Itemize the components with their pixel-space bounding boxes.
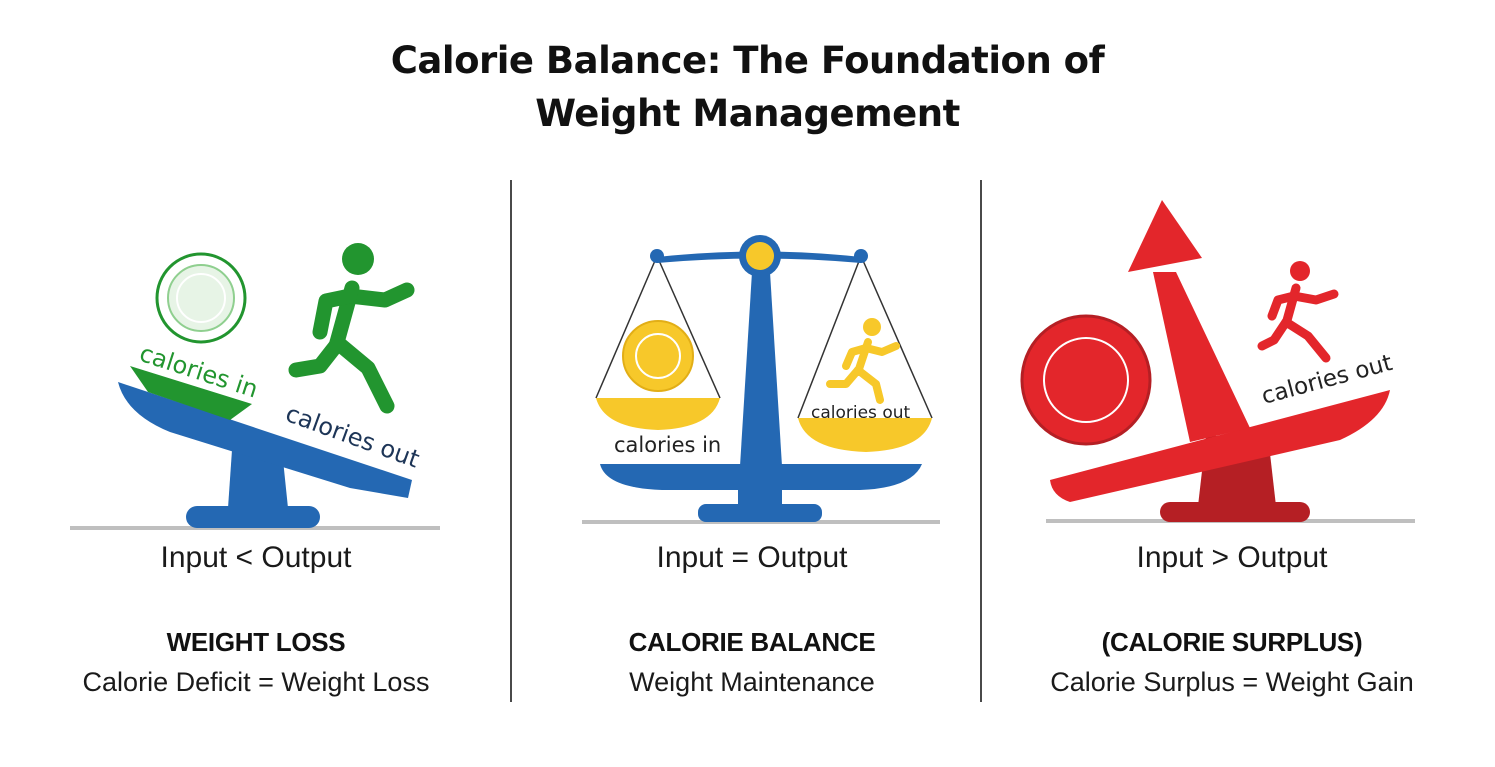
calories-in-label: calories in xyxy=(614,433,721,457)
weight-gain-illustration: calories in calories out xyxy=(1020,200,1415,523)
weight-gain-caption: Input > Output (CALORIE SURPLUS) Calorie… xyxy=(992,536,1472,702)
balance-scale-icon xyxy=(595,235,933,522)
title-line-2: Weight Management xyxy=(535,92,960,135)
weight-loss-caption: Input < Output WEIGHT LOSS Calorie Defic… xyxy=(16,536,496,702)
equation-text: Input < Output xyxy=(160,541,352,574)
calorie-balance-caption: Input = Output CALORIE BALANCE Weight Ma… xyxy=(512,536,992,702)
up-arrow-icon xyxy=(1128,200,1250,442)
plate-icon xyxy=(155,252,247,344)
seesaw-icon xyxy=(1050,390,1390,522)
panel-description: Calorie Surplus = Weight Gain xyxy=(1050,667,1414,697)
panel-heading: CALORIE BALANCE xyxy=(628,627,876,657)
equation-text: Input > Output xyxy=(1136,541,1328,574)
runner-icon xyxy=(288,243,415,414)
weight-loss-illustration: calories in calories out xyxy=(70,243,440,530)
equation-text: Input = Output xyxy=(656,541,848,574)
title-line-1: Calorie Balance: The Foundation of xyxy=(390,39,1105,82)
calories-out-label: calories out xyxy=(811,403,910,423)
plate-icon xyxy=(1020,314,1152,446)
page-title: Calorie Balance: The Foundation of Weigh… xyxy=(0,34,1495,140)
green-pan xyxy=(130,366,252,420)
panel-divider-right xyxy=(980,180,982,702)
runner-icon xyxy=(1257,261,1339,363)
plate-icon xyxy=(622,320,694,392)
panel-description: Weight Maintenance xyxy=(629,667,875,697)
calorie-balance-illustration: calories out calories in xyxy=(582,235,940,524)
seesaw-icon xyxy=(118,382,412,528)
right-pan xyxy=(798,418,932,452)
runner-icon xyxy=(826,318,900,404)
panel-divider-left xyxy=(510,180,512,702)
panel-heading: (CALORIE SURPLUS) xyxy=(1101,627,1363,657)
left-pan xyxy=(596,398,720,430)
panel-description: Calorie Deficit = Weight Loss xyxy=(82,667,430,697)
panel-heading: WEIGHT LOSS xyxy=(166,627,346,657)
